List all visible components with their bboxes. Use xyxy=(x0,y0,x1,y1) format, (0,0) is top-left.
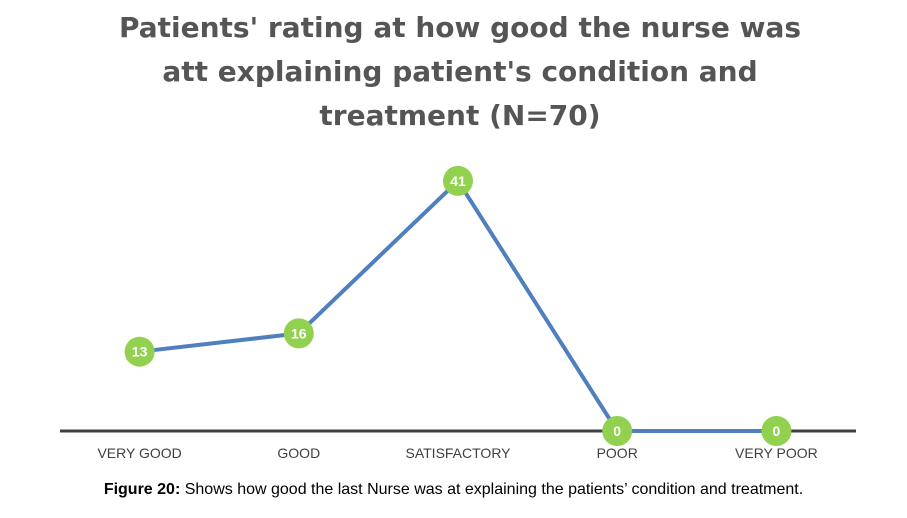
caption-text: Shows how good the last Nurse was at exp… xyxy=(180,481,804,498)
data-label: 0 xyxy=(773,423,781,439)
x-tick-label: VERY POOR xyxy=(735,445,818,461)
data-point-marker xyxy=(602,416,633,446)
data-point-marker xyxy=(443,165,473,196)
chart-title-line-3: treatment (N=70) xyxy=(319,99,601,132)
chart-title-line-2: att explaining patient's condition and xyxy=(162,55,758,88)
x-tick-label: SATISFACTORY xyxy=(405,445,511,461)
data-point-marker xyxy=(124,336,155,367)
line-chart: VERY GOOD GOOD SATISFACTORY POOR VERY POOR 13… xyxy=(60,165,856,461)
figure-caption: Figure 20: Shows how good the last Nurse… xyxy=(0,481,907,499)
chart-title: Patients' rating at how good the nurse w… xyxy=(80,6,840,138)
data-point-marker xyxy=(283,318,314,349)
x-tick-label: GOOD xyxy=(277,445,320,461)
x-tick-label: POOR xyxy=(597,445,638,461)
data-label: 41 xyxy=(450,173,466,189)
x-tick-label: VERY GOOD xyxy=(97,445,181,461)
series-line xyxy=(139,178,777,433)
data-label: 0 xyxy=(613,423,621,439)
caption-label: Figure 20: xyxy=(103,481,181,498)
data-label: 16 xyxy=(291,325,307,341)
data-point-marker xyxy=(761,416,792,446)
chart-title-line-1: Patients' rating at how good the nurse w… xyxy=(118,11,802,44)
data-label: 13 xyxy=(132,344,148,360)
